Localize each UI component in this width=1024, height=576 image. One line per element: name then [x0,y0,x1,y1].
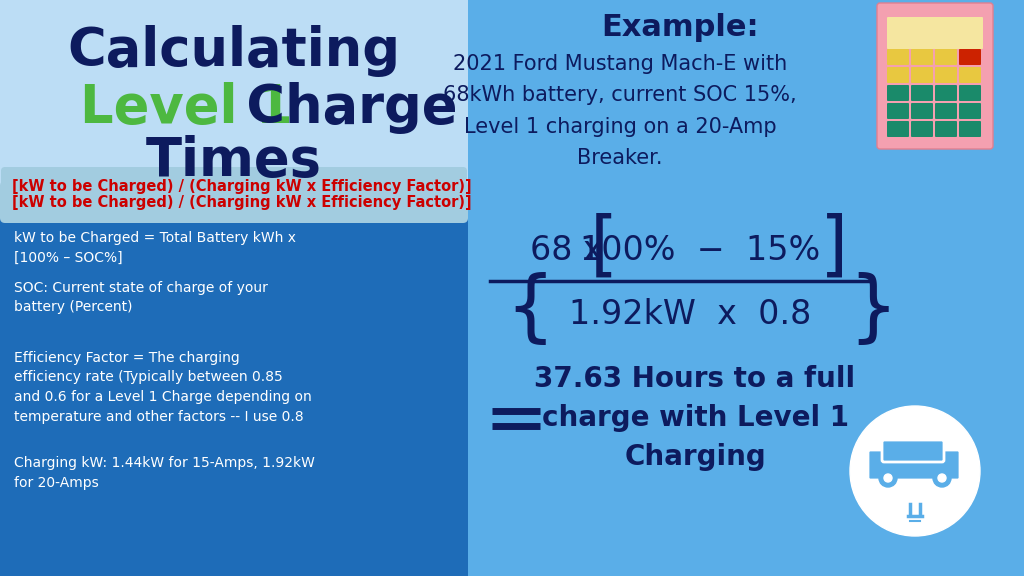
FancyBboxPatch shape [935,49,957,65]
Text: }: } [848,272,897,348]
FancyBboxPatch shape [911,103,933,119]
Text: Charging kW: 1.44kW for 15-Amps, 1.92kW
for 20-Amps: Charging kW: 1.44kW for 15-Amps, 1.92kW … [14,456,314,490]
FancyBboxPatch shape [935,121,957,137]
FancyBboxPatch shape [935,85,957,101]
Text: 100%  −  15%: 100% − 15% [580,234,820,267]
FancyBboxPatch shape [911,121,933,137]
FancyBboxPatch shape [959,85,981,101]
Text: Calculating: Calculating [68,25,400,77]
FancyBboxPatch shape [887,17,983,49]
Circle shape [901,494,929,522]
Text: [: [ [590,213,618,282]
Text: Example:: Example: [601,13,759,43]
Text: kW to be Charged = Total Battery kWh x
[100% – SOC%]: kW to be Charged = Total Battery kWh x [… [14,231,296,264]
FancyBboxPatch shape [877,3,993,149]
FancyBboxPatch shape [868,450,961,480]
FancyBboxPatch shape [0,0,468,198]
Text: [kW to be Charged) / (Charging kW x Efficiency Factor)]: [kW to be Charged) / (Charging kW x Effi… [12,195,472,210]
Circle shape [938,474,946,482]
FancyBboxPatch shape [879,433,947,461]
Text: 68 x: 68 x [530,234,603,267]
FancyBboxPatch shape [959,121,981,137]
FancyBboxPatch shape [887,49,909,65]
Text: Times: Times [146,135,322,187]
FancyBboxPatch shape [935,67,957,83]
FancyBboxPatch shape [911,85,933,101]
FancyBboxPatch shape [887,121,909,137]
FancyBboxPatch shape [865,445,961,479]
Text: Efficiency Factor = The charging
efficiency rate (Typically between 0.85
and 0.6: Efficiency Factor = The charging efficie… [14,351,311,423]
Text: 37.63 Hours to a full
charge with Level 1
Charging: 37.63 Hours to a full charge with Level … [535,365,856,471]
FancyBboxPatch shape [911,67,933,83]
FancyBboxPatch shape [887,85,909,101]
FancyBboxPatch shape [0,196,468,576]
Circle shape [879,469,897,487]
FancyBboxPatch shape [887,67,909,83]
Text: {: { [505,272,555,348]
Circle shape [850,406,980,536]
FancyBboxPatch shape [0,386,468,576]
FancyBboxPatch shape [959,103,981,119]
Text: Level 1: Level 1 [80,82,293,134]
FancyBboxPatch shape [0,0,468,386]
FancyBboxPatch shape [959,49,981,65]
FancyBboxPatch shape [887,103,909,119]
Text: SOC: Current state of charge of your
battery (Percent): SOC: Current state of charge of your bat… [14,281,268,314]
Text: [kW to be Charged) / (Charging kW x Efficiency Factor)]: [kW to be Charged) / (Charging kW x Effi… [12,180,472,195]
FancyBboxPatch shape [911,49,933,65]
FancyBboxPatch shape [1,167,467,207]
Text: 1.92kW  x  0.8: 1.92kW x 0.8 [569,297,811,331]
FancyBboxPatch shape [882,440,944,462]
FancyBboxPatch shape [935,103,957,119]
Circle shape [884,474,892,482]
Circle shape [933,469,951,487]
Text: ]: ] [820,213,848,282]
FancyBboxPatch shape [959,67,981,83]
FancyBboxPatch shape [0,181,468,223]
Text: Charge: Charge [228,82,458,134]
Text: 2021 Ford Mustang Mach-E with
68kWh battery, current SOC 15%,
Level 1 charging o: 2021 Ford Mustang Mach-E with 68kWh batt… [443,54,797,168]
